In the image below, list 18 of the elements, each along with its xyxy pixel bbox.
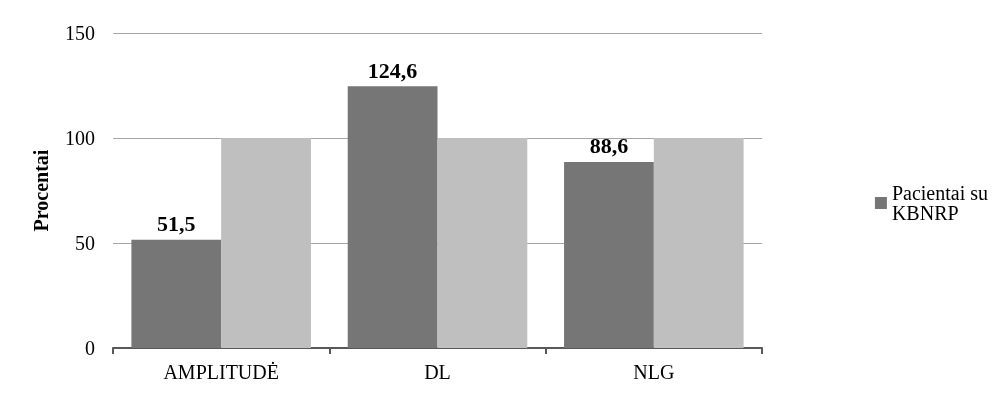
bar: [221, 138, 311, 348]
x-tick-label: AMPLITUDĖ: [163, 361, 279, 383]
y-axis-title: Procentai: [30, 149, 52, 232]
data-label: 124,6: [367, 57, 418, 83]
y-tick-label: 150: [65, 22, 95, 44]
y-tick-label: 100: [65, 127, 95, 149]
x-tick-label: DL: [424, 361, 451, 383]
y-tick-label: 50: [75, 232, 95, 254]
bar: [347, 86, 438, 348]
bar: [653, 138, 744, 348]
x-tick-label: NLG: [633, 361, 675, 383]
y-tick-label: 0: [85, 337, 95, 359]
data-label: 51,5: [157, 211, 196, 237]
legend-label: Pacientai su KBNRP: [891, 182, 994, 224]
bar: [564, 161, 654, 348]
bar: [131, 239, 222, 348]
bar: [437, 138, 528, 348]
data-label: 88,6: [589, 133, 629, 159]
